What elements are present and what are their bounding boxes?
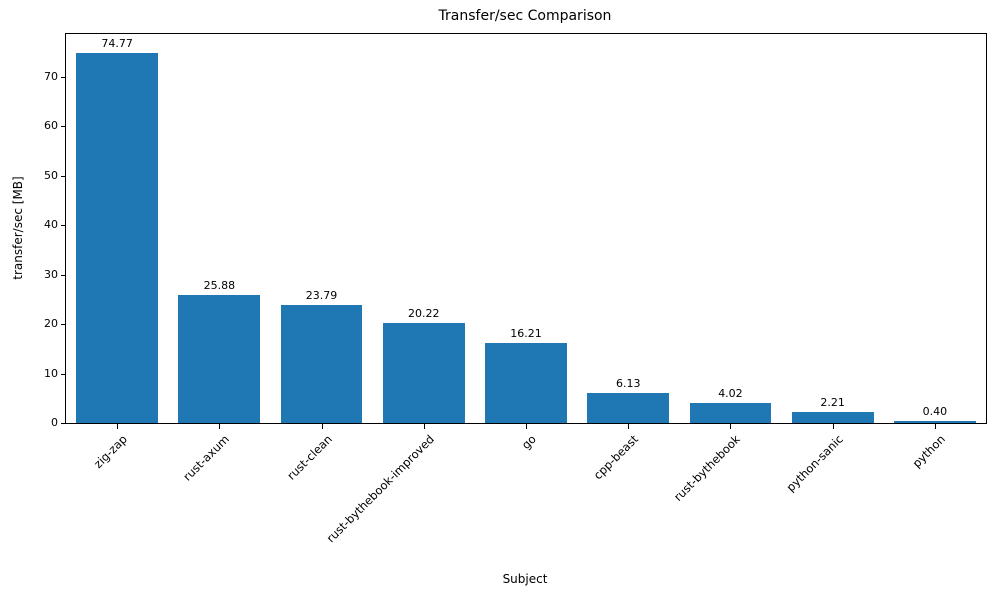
y-tick-label: 30 bbox=[44, 267, 58, 281]
bar bbox=[689, 403, 772, 423]
x-tick-label: python-sanic bbox=[783, 432, 846, 495]
bar-value-label: 74.77 bbox=[101, 36, 133, 50]
x-tick-label: rust-bythebook-improved bbox=[323, 432, 437, 546]
x-tick-label: rust-axum bbox=[180, 432, 233, 484]
y-tick-mark bbox=[61, 76, 66, 78]
bar-value-label: 0.40 bbox=[922, 405, 948, 419]
x-tick-label: rust-clean bbox=[283, 432, 335, 483]
x-tick-mark bbox=[934, 424, 936, 429]
y-tick-label: 0 bbox=[51, 416, 58, 429]
bar-value-label: 4.02 bbox=[718, 387, 743, 401]
x-tick-mark bbox=[117, 424, 119, 429]
bar-value-label: 23.79 bbox=[305, 289, 338, 303]
y-tick-label: 50 bbox=[44, 168, 58, 182]
y-tick-label: 60 bbox=[44, 119, 58, 133]
y-tick-mark bbox=[61, 225, 66, 227]
bar-value-label: 25.88 bbox=[203, 278, 236, 292]
x-tick-label: cpp-beast bbox=[590, 432, 642, 483]
x-tick-mark bbox=[526, 424, 527, 429]
bar-value-label: 6.13 bbox=[615, 376, 641, 390]
y-tick-mark bbox=[61, 373, 66, 375]
y-tick-mark bbox=[61, 274, 66, 276]
bar bbox=[485, 342, 567, 423]
x-tick-mark bbox=[832, 424, 834, 429]
bar bbox=[178, 294, 261, 423]
y-tick-mark bbox=[61, 126, 66, 128]
bar-value-label: 20.22 bbox=[408, 306, 440, 320]
x-tick-mark bbox=[423, 424, 425, 429]
bar bbox=[382, 322, 465, 423]
y-tick-label: 70 bbox=[44, 69, 58, 83]
y-tick-label: 20 bbox=[44, 317, 58, 331]
plot-area: 0 10 20 30 40 50 60 70 74.77 zig-zap 25.88 rust-axu… bbox=[44, 33, 987, 545]
bar bbox=[587, 392, 670, 423]
y-tick-mark bbox=[61, 324, 66, 326]
x-tick-label: rust-bythebook bbox=[671, 432, 744, 504]
bar bbox=[894, 421, 976, 423]
chart-title: Transfer/sec Comparison bbox=[438, 8, 612, 24]
y-tick-mark bbox=[61, 175, 66, 177]
bar-value-label: 2.21 bbox=[820, 396, 845, 410]
bar bbox=[791, 412, 874, 423]
x-tick-mark bbox=[219, 424, 221, 429]
y-tick-mark bbox=[61, 423, 66, 424]
bar bbox=[280, 305, 363, 423]
x-tick-mark bbox=[321, 424, 323, 429]
x-tick-mark bbox=[628, 424, 630, 429]
x-tick-mark bbox=[730, 424, 732, 429]
x-axis-label: Subject bbox=[502, 572, 548, 586]
y-tick-label: 10 bbox=[44, 366, 58, 380]
bar-value-label: 16.21 bbox=[510, 326, 542, 340]
y-axis-label: transfer/sec [MB] bbox=[11, 176, 25, 280]
x-tick-label: go bbox=[518, 432, 539, 453]
y-tick-label: 40 bbox=[44, 218, 58, 232]
x-tick-label: python bbox=[909, 432, 948, 471]
x-tick-label: zig-zap bbox=[91, 432, 131, 471]
bar bbox=[76, 52, 158, 423]
